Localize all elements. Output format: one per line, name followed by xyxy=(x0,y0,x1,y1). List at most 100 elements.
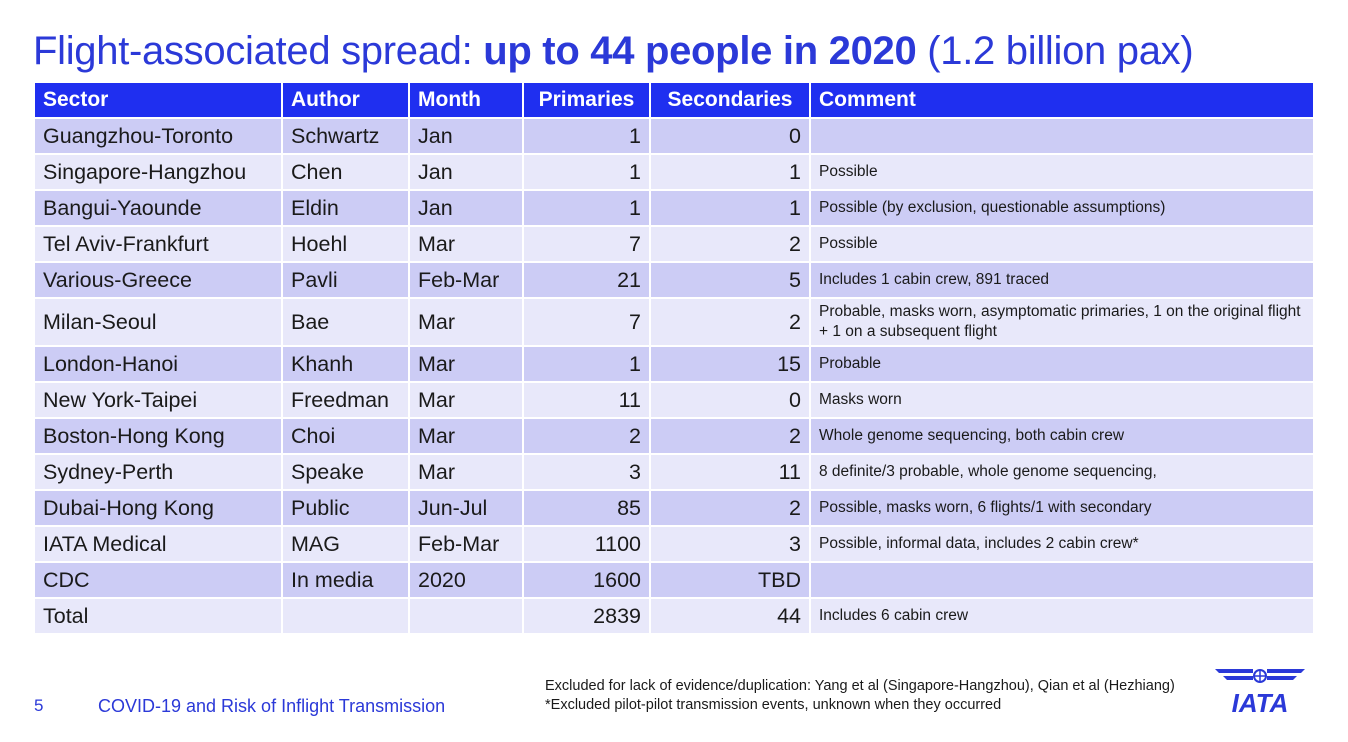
table-row: Boston-Hong Kong Choi Mar 2 2 Whole genome se… xyxy=(33,417,1315,455)
table-row: CDC In media 2020 1600 TBD xyxy=(33,561,1315,599)
cell-secondaries: 0 xyxy=(649,381,811,419)
cell-secondaries: 44 xyxy=(649,597,811,635)
cell-comment: Possible xyxy=(809,153,1315,191)
cell-primaries: 3 xyxy=(522,453,651,491)
cell-comment: Possible, masks worn, 6 flights/1 with s… xyxy=(809,489,1315,527)
cell-author: Khanh xyxy=(281,345,410,383)
cell-comment: Masks worn xyxy=(809,381,1315,419)
cell-secondaries: 0 xyxy=(649,117,811,155)
cell-comment xyxy=(809,561,1315,599)
cell-sector: IATA Medical xyxy=(33,525,283,563)
footnote: Excluded for lack of evidence/duplicatio… xyxy=(545,678,1175,713)
cell-sector: Bangui-Yaounde xyxy=(33,189,283,227)
cell-secondaries: 2 xyxy=(649,297,811,347)
cell-primaries: 21 xyxy=(522,261,651,299)
cell-month: Jan xyxy=(408,153,524,191)
cell-secondaries: 15 xyxy=(649,345,811,383)
table-row: Various-Greece Pavli Feb-Mar 21 5 Includes 1 … xyxy=(33,261,1315,299)
cell-month: Feb-Mar xyxy=(408,525,524,563)
cell-comment: Includes 6 cabin crew xyxy=(809,597,1315,635)
cell-secondaries: 2 xyxy=(649,225,811,263)
cell-comment: Includes 1 cabin crew, 891 traced xyxy=(809,261,1315,299)
cell-primaries: 2 xyxy=(522,417,651,455)
header-author: Author xyxy=(281,81,410,119)
transmission-table: Sector Author Month Primaries Secondarie… xyxy=(33,81,1315,635)
cell-secondaries: 2 xyxy=(649,489,811,527)
cell-primaries: 1 xyxy=(522,189,651,227)
cell-month: Mar xyxy=(408,381,524,419)
cell-comment: Possible, informal data, includes 2 cabi… xyxy=(809,525,1315,563)
table-row: Dubai-Hong Kong Public Jun-Jul 85 2 Possible,… xyxy=(33,489,1315,527)
cell-comment xyxy=(809,117,1315,155)
cell-month: Mar xyxy=(408,453,524,491)
cell-author: In media xyxy=(281,561,410,599)
table-row: New York-Taipei Freedman Mar 11 0 Masks worn xyxy=(33,381,1315,419)
cell-sector: Dubai-Hong Kong xyxy=(33,489,283,527)
cell-secondaries: 5 xyxy=(649,261,811,299)
slide-title: Flight-associated spread: up to 44 peopl… xyxy=(33,28,1194,74)
cell-primaries: 1 xyxy=(522,345,651,383)
cell-month: Mar xyxy=(408,417,524,455)
header-secondaries: Secondaries xyxy=(649,81,811,119)
cell-author: Schwartz xyxy=(281,117,410,155)
cell-secondaries: TBD xyxy=(649,561,811,599)
cell-sector: Guangzhou-Toronto xyxy=(33,117,283,155)
title-bold: up to 44 people in 2020 xyxy=(483,29,917,73)
table-row: Milan-Seoul Bae Mar 7 2 Probable, masks worn,… xyxy=(33,297,1315,347)
iata-logo-wings xyxy=(1215,669,1305,683)
cell-month: Jan xyxy=(408,189,524,227)
table-row: Sydney-Perth Speake Mar 3 11 8 definite/3 pro… xyxy=(33,453,1315,491)
cell-comment: Possible xyxy=(809,225,1315,263)
table-row: London-Hanoi Khanh Mar 1 15 Probable xyxy=(33,345,1315,383)
cell-author: Choi xyxy=(281,417,410,455)
cell-sector: Boston-Hong Kong xyxy=(33,417,283,455)
table-row: IATA Medical MAG Feb-Mar 1100 3 Possible, inf… xyxy=(33,525,1315,563)
cell-month: Jan xyxy=(408,117,524,155)
table-row: Total 2839 44 Includes 6 cabin crew xyxy=(33,597,1315,635)
presentation-title: COVID-19 and Risk of Inflight Transmissi… xyxy=(98,696,446,716)
cell-primaries: 1 xyxy=(522,153,651,191)
cell-month: 2020 xyxy=(408,561,524,599)
cell-sector: Total xyxy=(33,597,283,635)
cell-primaries: 85 xyxy=(522,489,651,527)
cell-primaries: 7 xyxy=(522,225,651,263)
title-part-1: Flight-associated spread: xyxy=(33,29,484,73)
cell-sector: New York-Taipei xyxy=(33,381,283,419)
table-row: Guangzhou-Toronto Schwartz Jan 1 0 xyxy=(33,117,1315,155)
table-row: Bangui-Yaounde Eldin Jan 1 1 Possible (by exc… xyxy=(33,189,1315,227)
table-header-row: Sector Author Month Primaries Secondarie… xyxy=(33,81,1315,119)
title-part-2: (1.2 billion pax) xyxy=(916,29,1194,73)
iata-logo: IATA xyxy=(1215,669,1305,717)
cell-month: Mar xyxy=(408,297,524,347)
cell-sector: Sydney-Perth xyxy=(33,453,283,491)
cell-secondaries: 1 xyxy=(649,153,811,191)
cell-sector: Milan-Seoul xyxy=(33,297,283,347)
cell-author: Freedman xyxy=(281,381,410,419)
cell-comment: Probable xyxy=(809,345,1315,383)
cell-author: MAG xyxy=(281,525,410,563)
header-primaries: Primaries xyxy=(522,81,651,119)
cell-primaries: 1 xyxy=(522,117,651,155)
cell-primaries: 1100 xyxy=(522,525,651,563)
cell-sector: Tel Aviv-Frankfurt xyxy=(33,225,283,263)
page-number: 5 xyxy=(34,696,44,715)
header-sector: Sector xyxy=(33,81,283,119)
cell-sector: Singapore-Hangzhou xyxy=(33,153,283,191)
header-month: Month xyxy=(408,81,524,119)
cell-month: Feb-Mar xyxy=(408,261,524,299)
table-row: Singapore-Hangzhou Chen Jan 1 1 Possible xyxy=(33,153,1315,191)
cell-comment: 8 definite/3 probable, whole genome sequ… xyxy=(809,453,1315,491)
cell-secondaries: 2 xyxy=(649,417,811,455)
cell-sector: Various-Greece xyxy=(33,261,283,299)
table-row: Tel Aviv-Frankfurt Hoehl Mar 7 2 Possible xyxy=(33,225,1315,263)
cell-comment: Whole genome sequencing, both cabin crew xyxy=(809,417,1315,455)
cell-secondaries: 3 xyxy=(649,525,811,563)
cell-author: Bae xyxy=(281,297,410,347)
cell-author: Chen xyxy=(281,153,410,191)
cell-secondaries: 11 xyxy=(649,453,811,491)
cell-comment: Possible (by exclusion, questionable ass… xyxy=(809,189,1315,227)
cell-month xyxy=(408,597,524,635)
cell-primaries: 2839 xyxy=(522,597,651,635)
cell-primaries: 7 xyxy=(522,297,651,347)
cell-comment: Probable, masks worn, asymptomatic prima… xyxy=(809,297,1315,347)
